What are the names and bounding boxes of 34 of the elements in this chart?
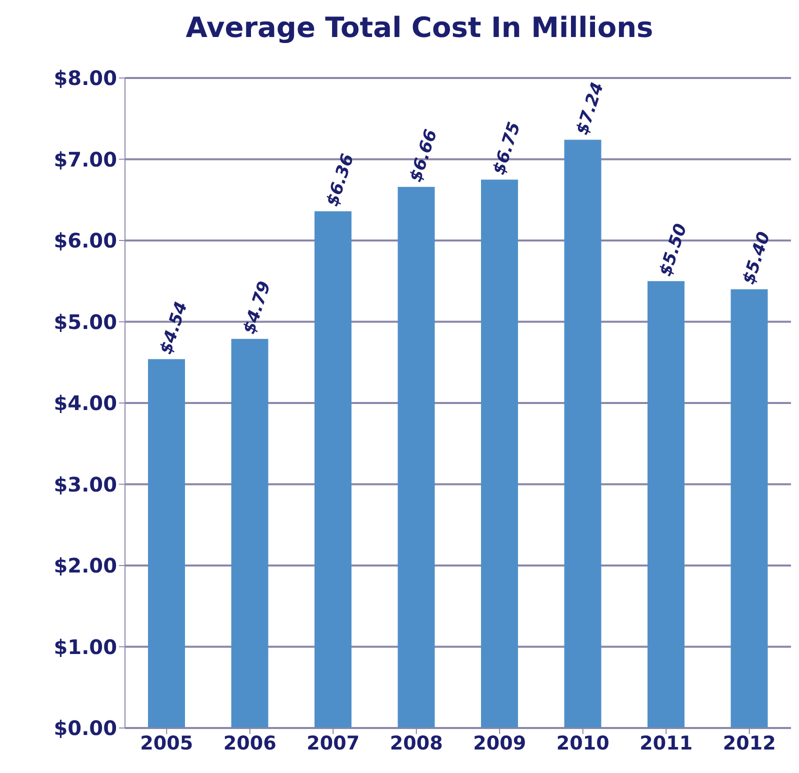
bar xyxy=(730,289,768,728)
data-label: $4.54 xyxy=(156,299,192,357)
bar xyxy=(314,211,352,728)
data-label: $5.40 xyxy=(738,229,775,287)
bar xyxy=(564,140,602,728)
bar xyxy=(648,281,684,728)
bar xyxy=(398,186,435,728)
y-tick-label: $5.00 xyxy=(54,310,117,334)
data-label: $6.36 xyxy=(322,151,358,209)
y-tick-label: $6.00 xyxy=(54,228,117,253)
x-tick-label: 2009 xyxy=(473,732,526,754)
bar xyxy=(148,359,185,728)
chart-title: Average Total Cost In Millions xyxy=(184,10,654,46)
data-label: $7.24 xyxy=(572,80,608,138)
data-label: $4.79 xyxy=(239,278,276,336)
data-label: $5.50 xyxy=(656,221,692,279)
y-tick-label: $4.00 xyxy=(54,391,117,416)
data-label: $6.75 xyxy=(489,120,525,178)
x-tick-label: 2011 xyxy=(640,732,693,754)
x-tick-label: 2006 xyxy=(223,732,276,754)
data-label: $6.66 xyxy=(406,126,442,184)
x-tick-label: 2012 xyxy=(722,732,776,754)
bar xyxy=(481,180,518,728)
bar xyxy=(231,338,268,728)
y-tick-label: $3.00 xyxy=(54,472,117,496)
x-tick-label: 2010 xyxy=(556,732,610,754)
y-tick-label: $1.00 xyxy=(54,634,117,659)
x-tick-label: 2008 xyxy=(390,732,443,754)
x-tick-label: 2007 xyxy=(306,732,360,754)
y-tick-label: $8.00 xyxy=(54,66,117,90)
y-tick-label: $7.00 xyxy=(54,147,117,172)
y-tick-label: $2.00 xyxy=(54,554,117,578)
x-tick-label: 2005 xyxy=(140,732,194,754)
y-tick-label: $0.00 xyxy=(54,716,117,740)
